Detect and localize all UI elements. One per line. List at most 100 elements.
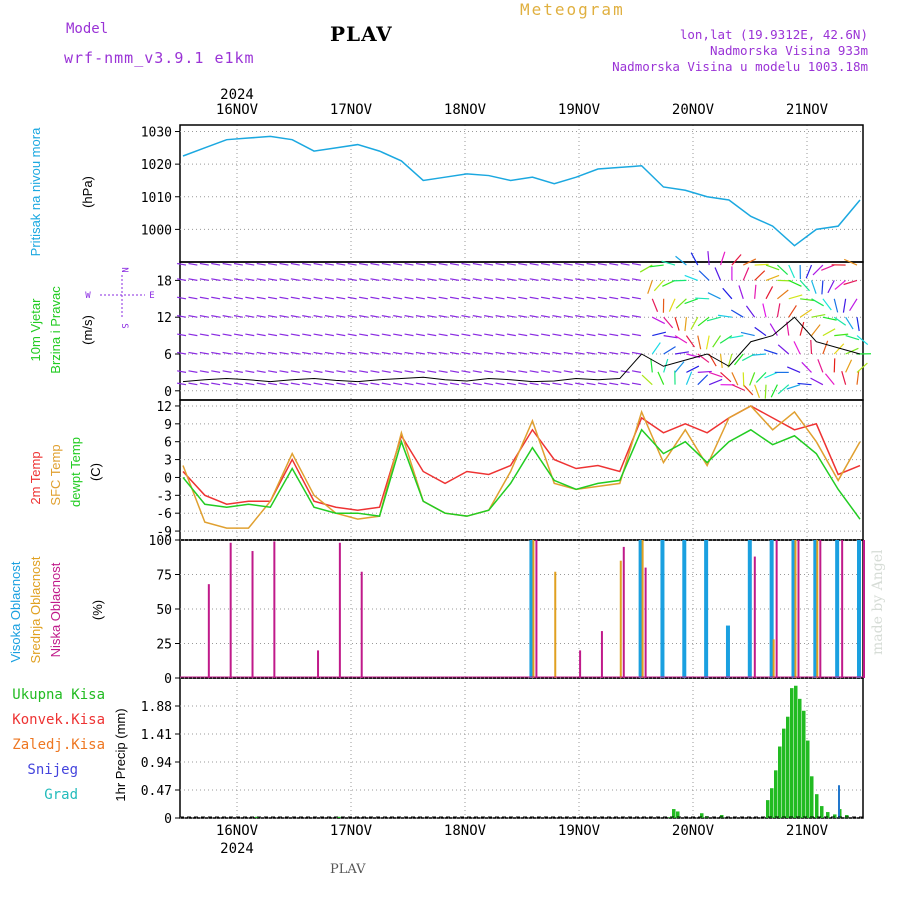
wind-arrow [370, 315, 380, 318]
wind-arrow [427, 351, 437, 355]
wind-arrow [731, 254, 742, 266]
wind-arrow [495, 333, 505, 337]
wind-arrow [822, 328, 836, 337]
wind-arrow [821, 280, 824, 295]
wind-arrow [719, 335, 733, 344]
wind-arrow [856, 335, 869, 346]
wind-arrow [729, 335, 744, 339]
wind-arrow [199, 333, 209, 337]
wind-arrow [788, 264, 796, 279]
wind-arrow [651, 342, 661, 355]
wind-arrow [822, 340, 829, 355]
page-title: PLAV [330, 22, 393, 46]
wind-arrow [461, 262, 471, 266]
precip-bar [798, 698, 802, 818]
wind-arrow [324, 382, 334, 386]
precip-legend-label: Snijeg [27, 762, 78, 778]
wind-arrow [506, 296, 516, 300]
wind-arrow [233, 382, 243, 386]
wind-arrow [769, 323, 778, 336]
wind-arrow [222, 333, 232, 337]
wind-arrow [620, 315, 630, 318]
wind-arrow [764, 371, 778, 379]
wind-arrow [518, 351, 528, 355]
wind-arrow [719, 353, 723, 368]
wind-arrow [484, 278, 494, 281]
cloud-bar [251, 551, 254, 678]
pressure-unit-label: (hPa) [80, 176, 95, 208]
wind-arrow [461, 351, 471, 355]
wind-arrow [290, 278, 300, 281]
wind-arrow [631, 262, 642, 266]
wind-arrow [427, 333, 437, 337]
wind-arrow [381, 278, 391, 281]
wind-arrow [404, 262, 414, 266]
wind-arrow [652, 331, 667, 337]
wind-arrow [506, 333, 516, 337]
wind-arrow [393, 315, 403, 318]
wind-arrow [797, 382, 812, 386]
wind-arrow [177, 296, 187, 300]
wind-arrow [472, 351, 482, 355]
cloud-bar [207, 584, 210, 678]
wind-arrow [842, 298, 847, 313]
wind-arrow [370, 296, 380, 300]
wind-arrow [336, 278, 346, 281]
wind-arrow [518, 278, 528, 281]
wind-arrow [472, 296, 482, 300]
wind-arrow [821, 264, 835, 271]
wind-arrow [222, 262, 232, 266]
cloud-bar [725, 625, 730, 678]
y-tick-label: 6 [164, 436, 172, 451]
wind-arrow [597, 296, 607, 300]
wind-arrow [245, 278, 255, 281]
wind-arrow [742, 384, 754, 396]
wind-arrow [472, 382, 482, 386]
wind-arrow [575, 262, 585, 266]
wind-arrow [506, 278, 516, 281]
wind-arrow [302, 351, 312, 355]
cloud-bar [579, 650, 582, 678]
wind-arrow [529, 315, 539, 318]
wind-arrow [336, 262, 346, 266]
wind-arrow [697, 370, 712, 373]
cloud-bar [775, 540, 778, 678]
wind-arrow [777, 344, 790, 355]
wind-arrow [754, 263, 769, 266]
wind-arrow [245, 370, 255, 373]
wind-arrow [336, 382, 346, 386]
wind-arrow [461, 296, 471, 300]
wind-arrow [563, 278, 573, 281]
wind-arrow [834, 333, 849, 337]
wind-arrow [740, 331, 755, 337]
cloud-bar [794, 540, 797, 678]
wind-arrow [233, 370, 243, 373]
wind-arrow [256, 315, 266, 318]
wind-arrow [199, 351, 209, 355]
wind-arrow [708, 371, 723, 378]
bottom-day-label: 21NOV [786, 823, 829, 839]
wind-arrow [461, 370, 471, 373]
wind-arrow [684, 274, 698, 281]
wind-arrow [199, 315, 209, 318]
wind-arrow [324, 370, 334, 373]
wind-arrow [705, 335, 710, 350]
wind-arrow [563, 333, 573, 337]
wind-arrow [717, 314, 732, 318]
wind-arrow [370, 278, 380, 281]
low-cloud-legend-label: Niska Oblacnost [48, 562, 63, 657]
wind-arrow [707, 292, 721, 300]
wind-arrow [620, 382, 630, 386]
wind-arrow [754, 270, 766, 281]
wind-arrow [518, 296, 528, 300]
wind-arrow [609, 333, 619, 337]
wind-arrow [586, 333, 596, 337]
wind-arrow [540, 351, 551, 355]
wind-arrow [302, 262, 312, 266]
cloud-bar [273, 541, 276, 678]
panel-frame [179, 677, 864, 819]
wind-arrow [518, 370, 528, 373]
precip-bar [782, 728, 786, 818]
wind-arrow [358, 262, 369, 266]
